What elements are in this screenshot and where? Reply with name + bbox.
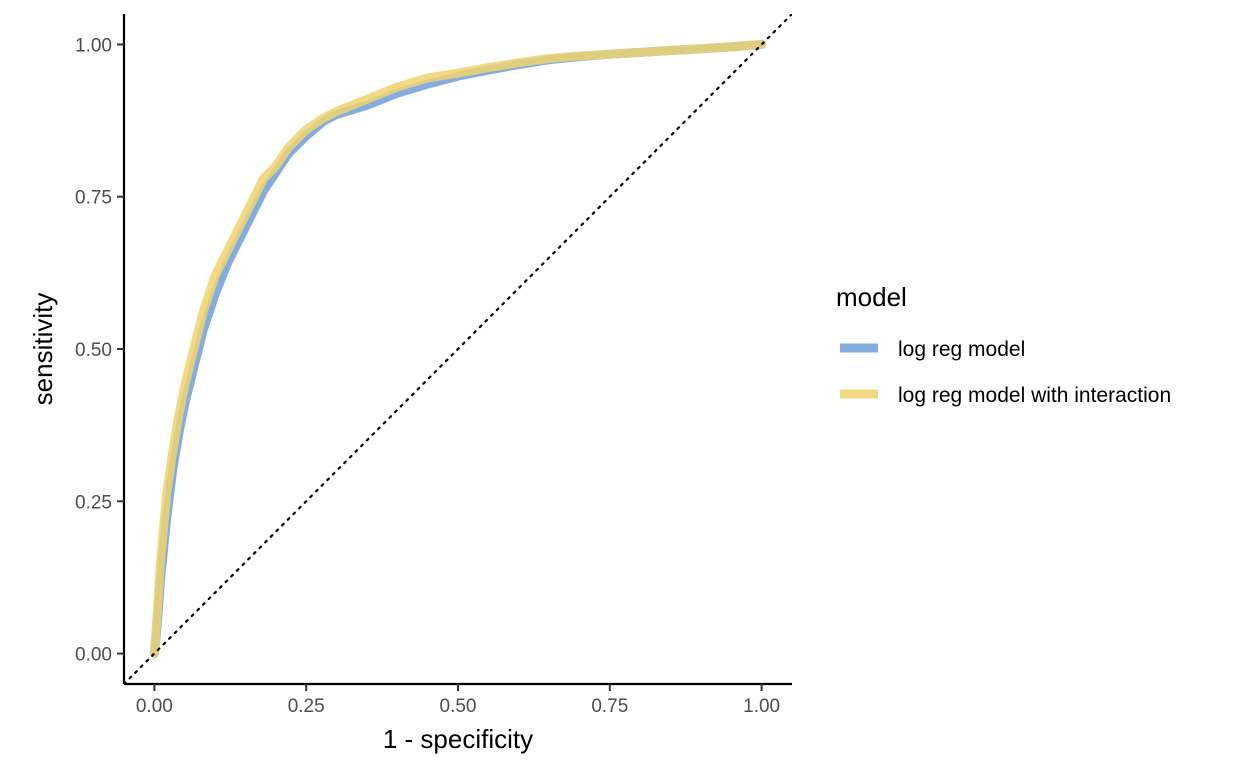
legend-label-series-1: log reg model	[898, 338, 1025, 361]
x-tick-label: 0.50	[440, 696, 477, 717]
x-tick-label: 0.00	[136, 696, 173, 717]
y-tick-label: 0.25	[75, 492, 112, 513]
legend-title: model	[836, 282, 907, 312]
x-tick-label: 1.00	[743, 696, 780, 717]
x-tick-label: 0.75	[591, 696, 628, 717]
y-tick-label: 0.50	[75, 340, 112, 361]
x-axis-title: 1 - specificity	[383, 724, 533, 754]
x-tick-label: 0.25	[288, 696, 325, 717]
roc-curve-series-2	[149, 39, 767, 659]
y-tick-label: 1.00	[75, 35, 112, 56]
legend-label-series-2: log reg model with interaction	[898, 384, 1171, 407]
y-axis-title: sensitivity	[28, 293, 58, 406]
y-tick-label: 0.75	[75, 188, 112, 209]
reference-diagonal-line	[124, 14, 792, 684]
y-tick-label: 0.00	[75, 645, 112, 666]
